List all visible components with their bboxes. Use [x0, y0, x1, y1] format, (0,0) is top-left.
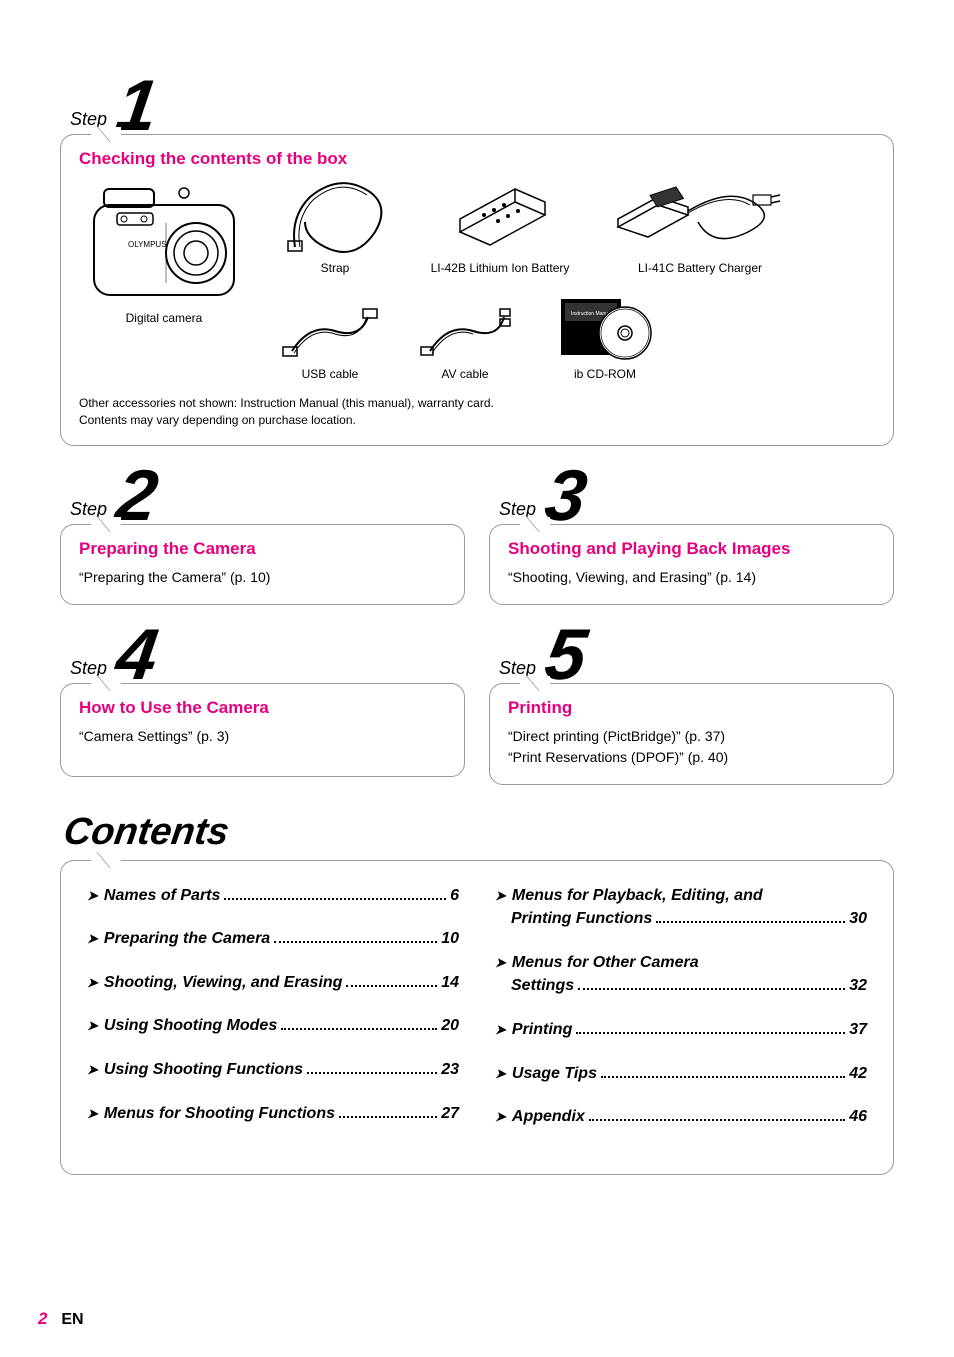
toc-item: ➤Menus for Other Camera [495, 952, 867, 974]
step4-title: How to Use the Camera [79, 698, 446, 718]
page-number: 2 [38, 1309, 47, 1328]
camera-caption: Digital camera [79, 311, 249, 325]
av-cable-icon [418, 303, 513, 363]
toc-right-col: ➤Menus for Playback, Editing, andPrintin… [495, 885, 867, 1150]
step3-header: Step 3 [499, 460, 894, 520]
toc-left-col: ➤Names of Parts6 ➤Preparing the Camera10 ➤… [87, 885, 459, 1150]
toc-item: ➤Menus for Shooting Functions27 [87, 1103, 459, 1125]
item-charger: LI-41C Battery Charger [605, 177, 795, 275]
step1-footnote: Other accessories not shown: Instruction… [79, 395, 875, 429]
toc-item: ➤Using Shooting Functions23 [87, 1059, 459, 1081]
item-av: AV cable [415, 303, 515, 381]
step1-title: Checking the contents of the box [79, 149, 875, 169]
av-caption: AV cable [415, 367, 515, 381]
item-strap: Strap [275, 177, 395, 275]
item-usb: USB cable [275, 303, 385, 381]
toc-item: Settings32 [495, 975, 867, 997]
page: Step 1 Checking the contents of the box … [0, 0, 954, 1357]
cd-caption: ib CD-ROM [545, 367, 665, 381]
strap-caption: Strap [275, 261, 395, 275]
step1-header: Step 1 [70, 70, 894, 130]
usb-cable-icon [280, 303, 380, 363]
step2-header: Step 2 [70, 460, 465, 520]
toc-item: ➤Names of Parts6 [87, 885, 459, 907]
page-footer: 2 EN [38, 1309, 84, 1329]
contents-box: ➤Names of Parts6 ➤Preparing the Camera10 ➤… [60, 860, 894, 1175]
step4-header: Step 4 [70, 619, 465, 679]
toc-item: Printing Functions30 [495, 908, 867, 930]
step5-box: Printing “Direct printing (PictBridge)” … [489, 683, 894, 785]
toc-item: ➤Menus for Playback, Editing, and [495, 885, 867, 907]
toc-item: ➤Using Shooting Modes20 [87, 1015, 459, 1037]
toc-item: ➤Usage Tips42 [495, 1063, 867, 1085]
camera-icon: OLYMPUS [84, 177, 244, 307]
step4-box: How to Use the Camera “Camera Settings” … [60, 683, 465, 777]
step3-box: Shooting and Playing Back Images “Shooti… [489, 524, 894, 605]
step5-header: Step 5 [499, 619, 894, 679]
cd-rom-icon: Instruction Manual [555, 293, 655, 363]
step2-box: Preparing the Camera “Preparing the Came… [60, 524, 465, 605]
item-camera: OLYMPUS Digital camera [79, 177, 249, 325]
step4-text: “Camera Settings” (p. 3) [79, 726, 446, 747]
step3-text: “Shooting, Viewing, and Erasing” (p. 14) [508, 567, 875, 588]
step2-text: “Preparing the Camera” (p. 10) [79, 567, 446, 588]
toc-item: ➤Appendix46 [495, 1106, 867, 1128]
step5-text2: “Print Reservations (DPOF)” (p. 40) [508, 747, 875, 768]
page-lang: EN [61, 1311, 83, 1328]
charger-caption: LI-41C Battery Charger [605, 261, 795, 275]
contents-title: Contents [61, 811, 897, 854]
item-cd: Instruction Manual ib CD-ROM [545, 293, 665, 381]
item-battery: LI-42B Lithium Ion Battery [425, 177, 575, 275]
toc-item: ➤Shooting, Viewing, and Erasing14 [87, 972, 459, 994]
battery-caption: LI-42B Lithium Ion Battery [425, 261, 575, 275]
svg-text:OLYMPUS: OLYMPUS [128, 240, 167, 249]
strap-icon [280, 177, 390, 257]
step3-title: Shooting and Playing Back Images [508, 539, 875, 559]
toc-item: ➤Preparing the Camera10 [87, 928, 459, 950]
toc-item: ➤Printing37 [495, 1019, 867, 1041]
step5-text1: “Direct printing (PictBridge)” (p. 37) [508, 726, 875, 747]
step5-title: Printing [508, 698, 875, 718]
usb-caption: USB cable [275, 367, 385, 381]
battery-icon [440, 177, 560, 257]
step2-title: Preparing the Camera [79, 539, 446, 559]
charger-icon [608, 177, 793, 257]
step1-box: Checking the contents of the box OLYMPUS [60, 134, 894, 446]
